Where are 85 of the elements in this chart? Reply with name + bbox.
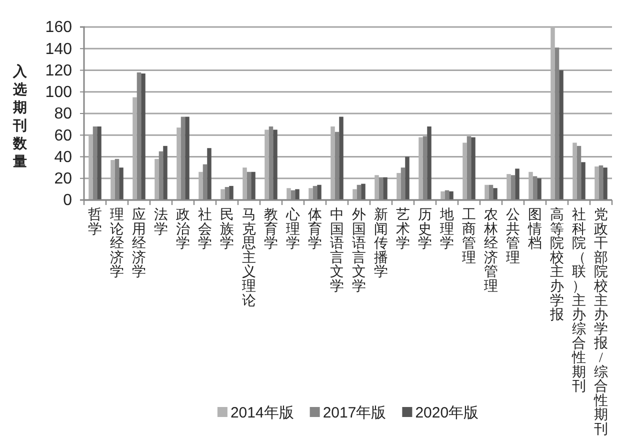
bar <box>374 175 379 200</box>
category-label: 党政干部院校主办学报/综合性期刊 <box>594 208 608 438</box>
x-tick-label: 心理学 <box>285 207 300 252</box>
bar <box>537 178 542 200</box>
x-tick-label: 中国语言文学 <box>330 207 344 294</box>
bar <box>339 116 344 200</box>
bar <box>581 162 586 200</box>
y-axis-title: 入选期刊数量 <box>12 64 28 170</box>
bar <box>229 186 234 200</box>
bar <box>493 188 498 200</box>
x-tick-label: 马克思主义理论 <box>241 208 256 309</box>
bar <box>176 128 181 200</box>
bar <box>515 168 520 200</box>
bar <box>330 126 335 200</box>
x-tick-label: 工商管理 <box>462 208 476 266</box>
x-tick-label: 历史学 <box>418 208 432 252</box>
bar <box>550 27 555 200</box>
bar <box>594 166 599 200</box>
bar <box>418 137 423 200</box>
y-tick-label: 120 <box>45 62 72 80</box>
bar <box>405 156 410 200</box>
bar <box>185 116 190 200</box>
bar <box>251 172 256 200</box>
bar <box>317 184 322 200</box>
x-tick-label: 教育学 <box>264 207 278 252</box>
bar <box>308 188 313 200</box>
x-tick-label: 地理学 <box>439 207 454 252</box>
bar <box>396 172 401 200</box>
bar <box>484 184 489 200</box>
bar <box>110 160 115 200</box>
x-tick-label: 应用经济学 <box>132 207 146 280</box>
x-tick-label: 外国语言文学 <box>352 207 366 294</box>
x-tick-label: 体育学 <box>308 207 322 252</box>
y-tick-label: 60 <box>54 127 72 144</box>
y-tick-label: 0 <box>63 192 72 210</box>
bar <box>273 130 278 200</box>
x-tick-label: 艺术学 <box>396 207 410 252</box>
legend-label: 2017年版 <box>322 404 386 422</box>
category-label: 社科院（联）主办综合性期刊 <box>572 208 586 395</box>
bar <box>198 172 203 200</box>
bar <box>119 168 124 200</box>
bar <box>361 184 366 200</box>
bar <box>603 168 608 200</box>
bar <box>97 126 102 200</box>
y-tick-label: 100 <box>45 84 72 101</box>
y-tick-label: 80 <box>54 106 72 123</box>
bar <box>286 188 291 200</box>
bar <box>88 135 93 200</box>
y-tick-label: 140 <box>45 40 72 58</box>
bar <box>528 172 533 200</box>
bar <box>264 130 269 200</box>
x-tick-label: 政治学 <box>176 208 190 252</box>
bar <box>383 177 388 200</box>
x-tick-label: 公共管理 <box>506 207 520 266</box>
bar <box>132 97 137 200</box>
bar <box>163 146 168 200</box>
bar <box>295 189 300 200</box>
legend-label: 2014年版 <box>230 404 294 422</box>
bar <box>427 126 432 200</box>
bar <box>559 70 564 200</box>
bar <box>352 189 357 200</box>
bar <box>440 191 445 200</box>
bar <box>471 137 476 200</box>
y-tick-label: 160 <box>45 19 72 36</box>
x-tick-label: 新闻传播学 <box>374 207 388 280</box>
bar <box>207 148 212 200</box>
x-tick-label: 社会学 <box>198 207 212 252</box>
x-tick-label: 高等院校主办学报 <box>549 207 564 324</box>
x-tick-label: 农林经济管理 <box>483 207 498 294</box>
bar <box>462 142 467 200</box>
bar <box>506 174 511 200</box>
bar <box>572 142 577 200</box>
x-tick-label: 民族学 <box>220 208 234 252</box>
bar <box>154 158 159 200</box>
legend-label: 2020年版 <box>415 404 479 422</box>
bar <box>449 191 454 200</box>
x-tick-label: 哲学 <box>88 207 102 238</box>
x-tick-label: 理论经济学 <box>110 207 124 280</box>
x-tick-label: 法学 <box>154 207 168 238</box>
x-tick-label: 图情档 <box>527 208 542 252</box>
bar <box>242 168 247 200</box>
bar <box>220 189 225 200</box>
y-tick-label: 40 <box>54 148 72 166</box>
y-tick-label: 20 <box>54 170 72 188</box>
bar <box>141 73 146 200</box>
